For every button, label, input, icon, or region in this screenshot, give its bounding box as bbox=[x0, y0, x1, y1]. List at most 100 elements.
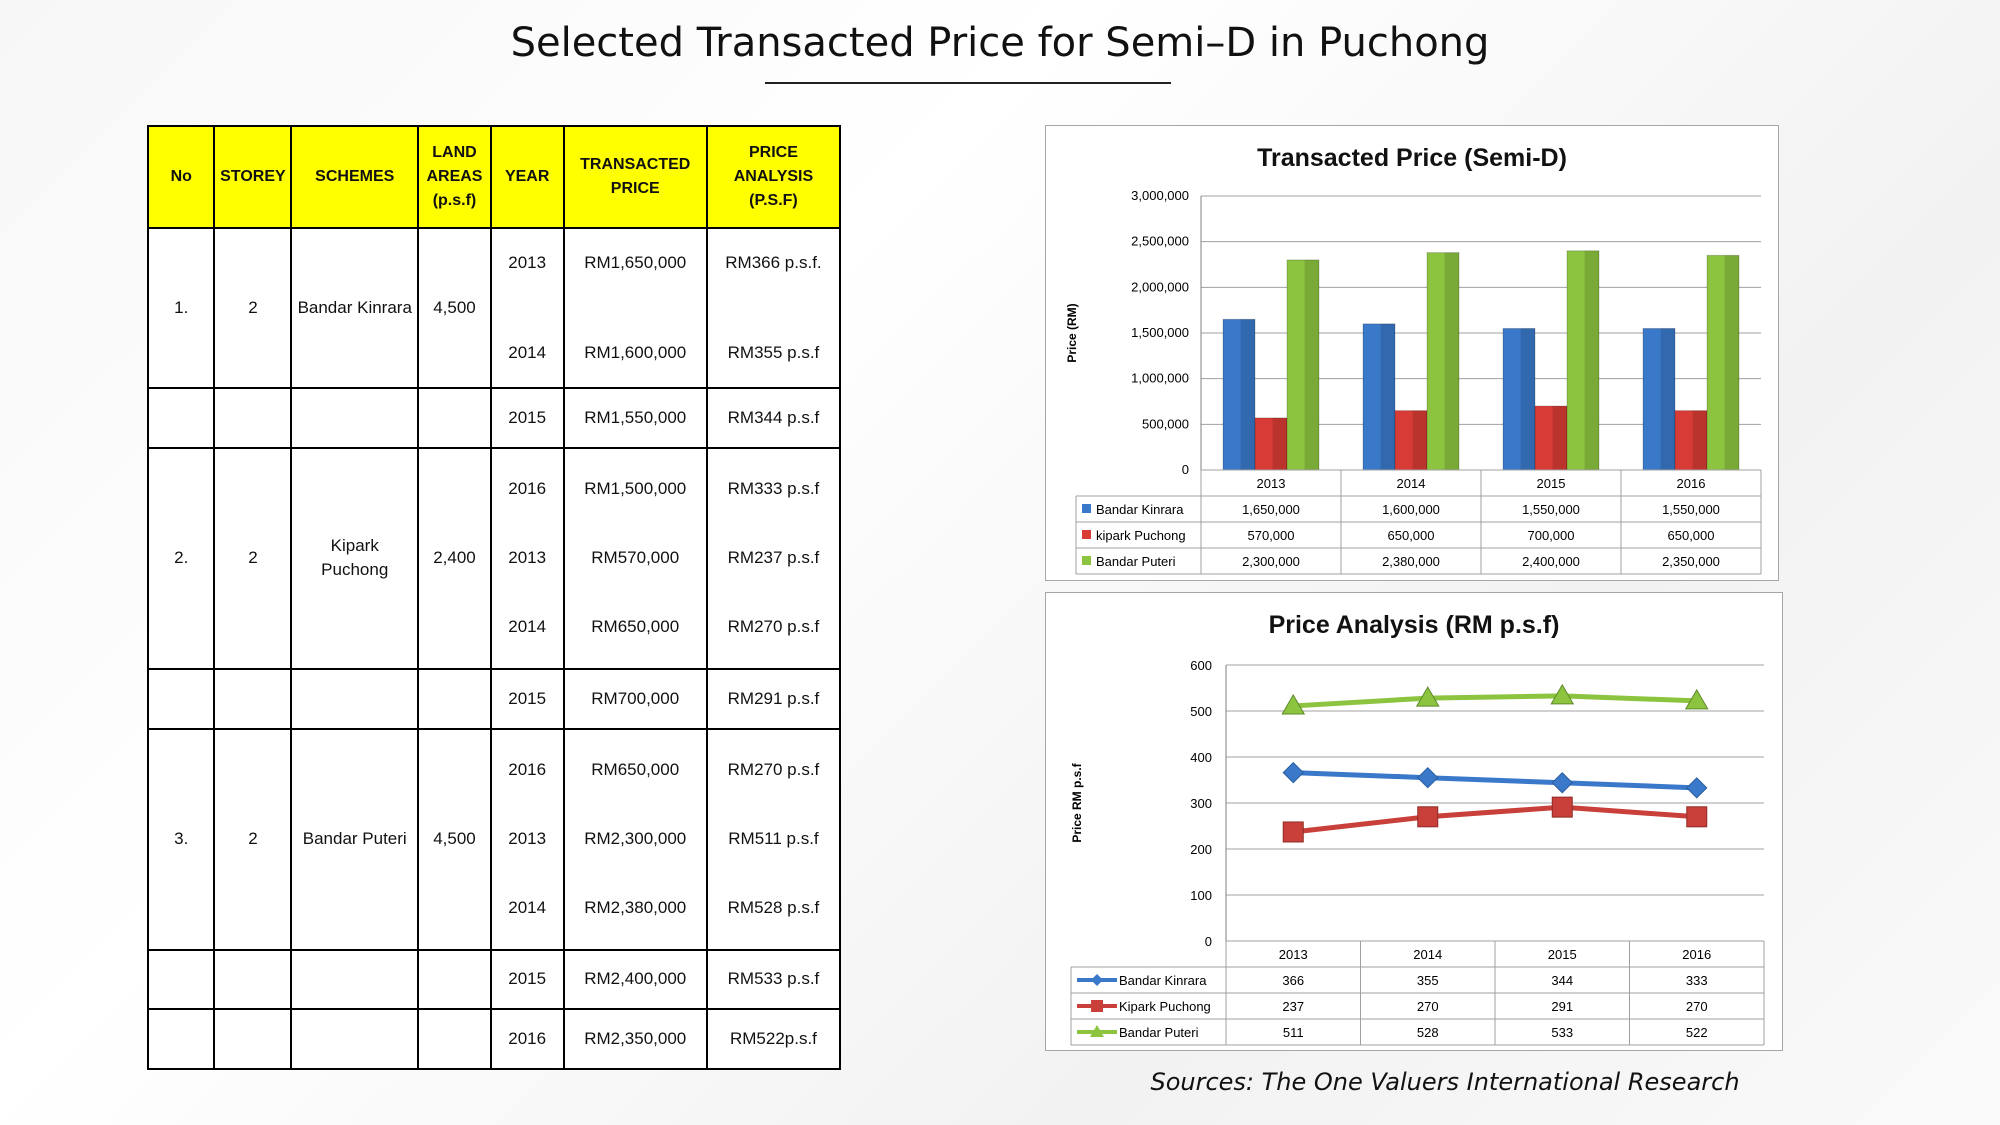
y-tick-label: 0 bbox=[1182, 462, 1189, 477]
data-label: 2,380,000 bbox=[1382, 554, 1440, 569]
empty-cell bbox=[146, 387, 216, 449]
table-row: 1. 2 Bandar Kinrara 4,500 2013 2014 RM1,650,00… bbox=[146, 226, 842, 390]
title-underline bbox=[765, 82, 1171, 84]
cell-psf: RM366 p.s.f. bbox=[725, 253, 822, 273]
row-land-area: 4,500 bbox=[417, 226, 492, 390]
row-year-stack: 2016 2013 2014 bbox=[489, 446, 565, 670]
row-price-stack: RM1,650,000 RM1,600,000 bbox=[562, 226, 708, 390]
legend-label: Bandar Puteri bbox=[1096, 554, 1176, 569]
data-point bbox=[1281, 693, 1306, 715]
bar-shade bbox=[1240, 319, 1255, 470]
bar-shade bbox=[1304, 259, 1319, 470]
empty-cell bbox=[213, 667, 293, 730]
cell-year: 2015 bbox=[489, 387, 565, 449]
row-storey: 2 bbox=[213, 727, 293, 951]
data-point bbox=[1684, 688, 1709, 710]
data-point bbox=[1551, 796, 1573, 818]
empty-cell bbox=[417, 667, 492, 730]
data-label: 270 bbox=[1417, 999, 1439, 1014]
data-label: 522 bbox=[1686, 1025, 1708, 1040]
y-tick-label: 1,500,000 bbox=[1131, 325, 1189, 340]
cell-psf: RM237 p.s.f bbox=[727, 548, 820, 568]
y-tick-label: 1,000,000 bbox=[1131, 371, 1189, 386]
legend-swatch bbox=[1082, 530, 1091, 539]
table-row: 3. 2 Bandar Puteri 4,500 2016 2013 2014 RM650,0… bbox=[146, 727, 842, 951]
bar bbox=[1426, 252, 1460, 471]
row-land-area: 4,500 bbox=[417, 727, 492, 951]
table-body: 1. 2 Bandar Kinrara 4,500 2013 2014 RM1,650,00… bbox=[146, 226, 842, 1070]
data-point bbox=[1551, 772, 1573, 794]
cell-psf: RM270 p.s.f bbox=[727, 617, 820, 637]
legend-swatch bbox=[1082, 504, 1091, 513]
empty-cell bbox=[417, 387, 492, 449]
data-label: 1,550,000 bbox=[1662, 502, 1720, 517]
row-number: 3. bbox=[146, 727, 216, 951]
header-transacted-price: TRANSACTED PRICE bbox=[562, 125, 708, 229]
data-label: 2,350,000 bbox=[1662, 554, 1720, 569]
legend-label: Bandar Kinrara bbox=[1096, 502, 1184, 517]
legend-label: Kipark Puchong bbox=[1119, 999, 1211, 1014]
bar bbox=[1566, 250, 1600, 471]
x-tick-label: 2014 bbox=[1397, 476, 1426, 491]
bar-shade bbox=[1692, 410, 1707, 470]
cell-year: 2013 bbox=[508, 253, 547, 273]
bar-shade bbox=[1272, 417, 1287, 470]
price-analysis-chart: Price Analysis (RM p.s.f) 0 100 200 300 400 5… bbox=[1045, 592, 1783, 1051]
row-number: 1. bbox=[146, 226, 216, 390]
empty-cell bbox=[290, 1008, 420, 1070]
y-tick-label: 2,000,000 bbox=[1131, 279, 1189, 294]
y-tick-label: 300 bbox=[1190, 796, 1212, 811]
y-axis-label: Price RM p.s.f bbox=[1070, 762, 1084, 842]
header-year: YEAR bbox=[489, 125, 565, 229]
empty-cell bbox=[213, 1008, 293, 1070]
data-label: 533 bbox=[1551, 1025, 1573, 1040]
cell-year: 2013 bbox=[508, 829, 547, 849]
bar bbox=[1222, 318, 1256, 471]
legend-marker bbox=[1091, 974, 1103, 986]
table-row: 2015 RM1,550,000 RM344 p.s.f bbox=[146, 387, 842, 449]
cell-year: 2014 bbox=[508, 617, 547, 637]
bar bbox=[1706, 254, 1740, 471]
row-storey: 2 bbox=[213, 226, 293, 390]
cell-year: 2016 bbox=[508, 479, 547, 499]
legend-label: kipark Puchong bbox=[1096, 528, 1186, 543]
row-psf-stack: RM333 p.s.f RM237 p.s.f RM270 p.s.f bbox=[705, 446, 842, 670]
table-row: 2016 RM2,350,000 RM522p.s.f bbox=[146, 1008, 842, 1070]
legend-label: Bandar Kinrara bbox=[1119, 973, 1207, 988]
empty-cell bbox=[146, 667, 216, 730]
row-scheme: Bandar Kinrara bbox=[290, 226, 420, 390]
y-tick-label: 200 bbox=[1190, 842, 1212, 857]
data-point bbox=[1282, 761, 1304, 784]
transacted-price-chart: Transacted Price (Semi-D) 0 500,000 1,000,… bbox=[1045, 125, 1779, 581]
x-tick-label: 2016 bbox=[1682, 947, 1711, 962]
empty-cell bbox=[290, 667, 420, 730]
y-tick-label: 0 bbox=[1205, 934, 1212, 949]
data-label: 650,000 bbox=[1668, 528, 1715, 543]
row-year-stack: 2016 2013 2014 bbox=[489, 727, 565, 951]
row-number: 2. bbox=[146, 446, 216, 670]
table-row: 2015 RM2,400,000 RM533 p.s.f bbox=[146, 948, 842, 1011]
bar-shade bbox=[1412, 410, 1427, 470]
header-schemes: SCHEMES bbox=[290, 125, 420, 229]
series-line bbox=[1293, 693, 1697, 709]
data-label: 511 bbox=[1283, 1025, 1304, 1040]
cell-price: RM1,650,000 bbox=[584, 253, 687, 273]
row-psf-stack: RM270 p.s.f RM511 p.s.f RM528 p.s.f bbox=[705, 727, 842, 951]
cell-psf: RM333 p.s.f bbox=[727, 479, 820, 499]
header-price-analysis: PRICE ANALYSIS (P.S.F) bbox=[705, 125, 842, 229]
empty-cell bbox=[146, 1008, 216, 1070]
x-tick-label: 2015 bbox=[1537, 476, 1566, 491]
data-point bbox=[1686, 777, 1708, 799]
legend-marker bbox=[1090, 1025, 1104, 1037]
cell-price: RM2,300,000 bbox=[584, 829, 687, 849]
y-tick-label: 3,000,000 bbox=[1131, 188, 1189, 203]
header-land-areas: LAND AREAS (p.s.f) bbox=[417, 125, 492, 229]
cell-price: RM650,000 bbox=[591, 760, 680, 780]
data-label: 1,650,000 bbox=[1242, 502, 1300, 517]
series-line bbox=[1292, 804, 1697, 835]
cell-psf: RM291 p.s.f bbox=[705, 667, 842, 730]
cell-year: 2015 bbox=[489, 948, 565, 1011]
cell-price: RM2,400,000 bbox=[562, 948, 708, 1011]
cell-price: RM1,550,000 bbox=[562, 387, 708, 449]
data-label: 237 bbox=[1282, 999, 1304, 1014]
